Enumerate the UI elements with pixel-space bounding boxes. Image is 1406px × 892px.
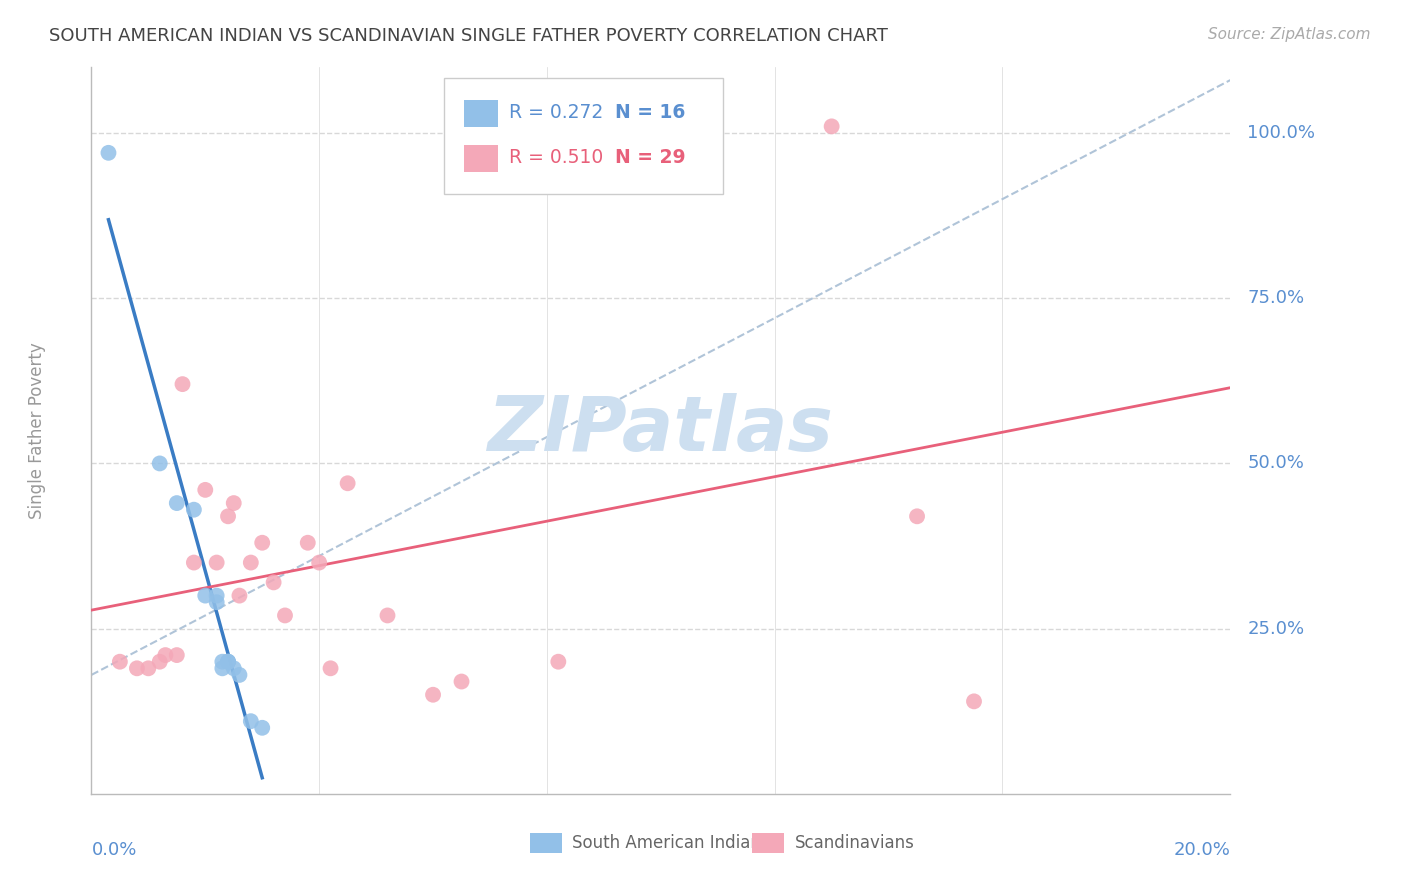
- Bar: [752, 833, 783, 854]
- Text: 25.0%: 25.0%: [1247, 620, 1305, 638]
- Point: [217, 655, 239, 669]
- Point: [194, 483, 217, 497]
- Text: N = 16: N = 16: [616, 103, 686, 122]
- Point: [205, 589, 228, 603]
- FancyBboxPatch shape: [444, 78, 724, 194]
- Text: R = 0.272: R = 0.272: [509, 103, 603, 122]
- Text: ZIPatlas: ZIPatlas: [488, 393, 834, 467]
- Point: [319, 661, 342, 675]
- Point: [125, 661, 148, 675]
- Bar: [464, 145, 498, 172]
- Point: [183, 556, 205, 570]
- Point: [222, 661, 245, 675]
- Point: [166, 648, 188, 662]
- Point: [149, 655, 172, 669]
- Point: [450, 674, 472, 689]
- Point: [97, 145, 120, 160]
- Text: 0.0%: 0.0%: [91, 841, 136, 859]
- Text: Single Father Poverty: Single Father Poverty: [28, 342, 46, 519]
- Point: [239, 556, 262, 570]
- Point: [297, 535, 319, 549]
- Point: [274, 608, 297, 623]
- Point: [905, 509, 928, 524]
- Bar: [464, 100, 498, 128]
- Point: [183, 502, 205, 516]
- Text: R = 0.510: R = 0.510: [509, 148, 603, 168]
- Point: [205, 556, 228, 570]
- Text: N = 29: N = 29: [616, 148, 686, 168]
- Point: [228, 589, 250, 603]
- Point: [217, 655, 239, 669]
- Point: [194, 589, 217, 603]
- Point: [149, 457, 172, 471]
- Point: [222, 496, 245, 510]
- Bar: [530, 833, 562, 854]
- Point: [250, 721, 273, 735]
- Point: [108, 655, 131, 669]
- Point: [308, 556, 330, 570]
- Point: [217, 655, 239, 669]
- Point: [155, 648, 177, 662]
- Point: [211, 661, 233, 675]
- Point: [217, 509, 239, 524]
- Point: [228, 668, 250, 682]
- Text: 100.0%: 100.0%: [1247, 124, 1316, 142]
- Point: [820, 120, 842, 134]
- Point: [250, 535, 273, 549]
- Point: [239, 714, 262, 728]
- Text: SOUTH AMERICAN INDIAN VS SCANDINAVIAN SINGLE FATHER POVERTY CORRELATION CHART: SOUTH AMERICAN INDIAN VS SCANDINAVIAN SI…: [49, 27, 889, 45]
- Point: [963, 694, 986, 708]
- Point: [336, 476, 359, 491]
- Point: [263, 575, 285, 590]
- Text: Scandinavians: Scandinavians: [796, 834, 915, 853]
- Point: [211, 655, 233, 669]
- Point: [166, 496, 188, 510]
- Point: [138, 661, 160, 675]
- Point: [422, 688, 444, 702]
- Point: [172, 377, 194, 392]
- Point: [205, 595, 228, 609]
- Point: [593, 120, 616, 134]
- Point: [377, 608, 399, 623]
- Text: South American Indians: South American Indians: [572, 834, 769, 853]
- Text: 75.0%: 75.0%: [1247, 289, 1305, 307]
- Text: 50.0%: 50.0%: [1247, 454, 1305, 473]
- Point: [547, 655, 569, 669]
- Text: Source: ZipAtlas.com: Source: ZipAtlas.com: [1208, 27, 1371, 42]
- Text: 20.0%: 20.0%: [1174, 841, 1230, 859]
